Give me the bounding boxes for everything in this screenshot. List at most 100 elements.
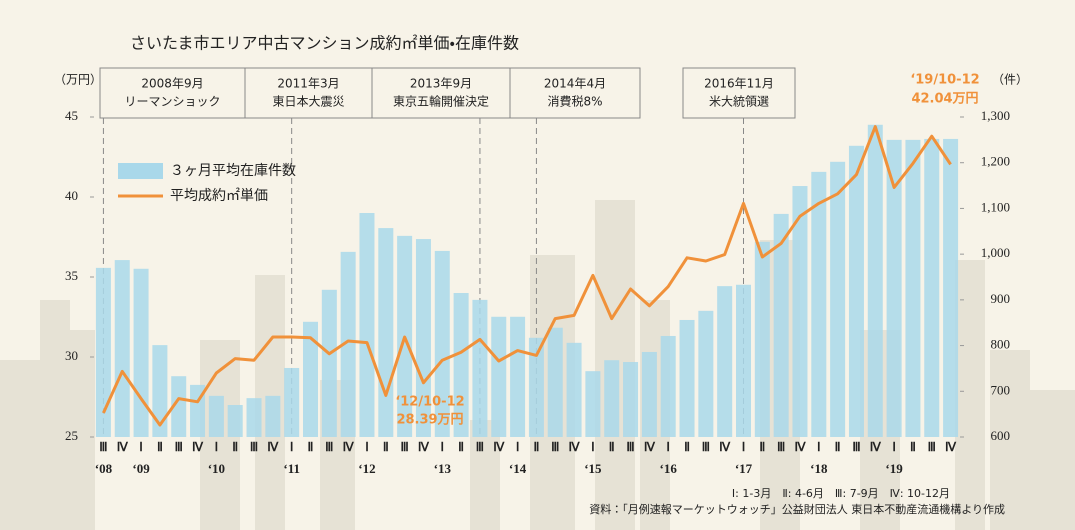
event-label: 米大統領選	[709, 95, 769, 109]
bar	[510, 316, 526, 437]
bar	[340, 251, 356, 437]
bar	[303, 321, 318, 437]
y2-tick-label: 900	[991, 291, 1011, 306]
bar	[698, 310, 714, 437]
x-tick-label: Ⅰ	[591, 440, 595, 454]
bar	[943, 138, 959, 437]
bar	[208, 395, 224, 437]
x-tick-label: Ⅳ	[644, 440, 656, 454]
event-date: 2013年9月	[410, 77, 472, 91]
y2-tick-label: 800	[991, 337, 1011, 352]
annotation: 28.39万円	[396, 413, 463, 428]
bar	[152, 345, 168, 437]
year-label: ‘11	[283, 461, 300, 476]
bar	[566, 342, 582, 437]
bar	[660, 335, 676, 437]
bar	[679, 319, 695, 437]
x-tick-label: Ⅰ	[139, 440, 143, 454]
legend-swatch	[118, 163, 163, 179]
building	[0, 360, 40, 530]
y2-tick-label: 1,300	[981, 108, 1010, 123]
x-tick-label: Ⅰ	[215, 440, 219, 454]
x-tick-label: Ⅲ	[400, 440, 408, 454]
bar	[641, 351, 657, 437]
bar	[886, 139, 902, 437]
year-label: ‘14	[509, 461, 527, 476]
bar	[284, 367, 300, 437]
year-label: ‘08	[95, 461, 113, 476]
year-label: ‘18	[810, 461, 828, 476]
bar	[830, 161, 846, 438]
x-tick-label: Ⅱ	[308, 440, 314, 454]
x-tick-label: Ⅰ	[892, 440, 896, 454]
x-tick-label: Ⅲ	[551, 440, 559, 454]
x-tick-label: Ⅱ	[157, 440, 163, 454]
x-tick-label: Ⅳ	[192, 440, 204, 454]
year-label: ‘10	[208, 461, 225, 476]
x-tick-label: Ⅰ	[365, 440, 369, 454]
chart-title: さいたま市エリア中古マンション成約㎡単価・在庫件数	[130, 34, 519, 53]
building	[40, 300, 70, 530]
x-tick-label: Ⅱ	[609, 440, 615, 454]
year-label: ‘17	[735, 461, 753, 476]
x-tick-label: Ⅰ	[817, 440, 821, 454]
building	[1030, 390, 1075, 530]
x-tick-label: Ⅰ	[666, 440, 670, 454]
bar	[547, 327, 563, 437]
x-tick-label: Ⅳ	[870, 440, 882, 454]
bar	[378, 228, 394, 437]
bar	[792, 186, 808, 437]
event-date: 2016年11月	[704, 77, 774, 91]
x-tick-label: Ⅳ	[418, 440, 430, 454]
year-label: ‘19	[885, 461, 903, 476]
x-tick-label: Ⅲ	[325, 440, 333, 454]
y2-tick-label: 600	[991, 428, 1011, 443]
bar	[717, 286, 733, 437]
x-tick-label: Ⅱ	[835, 440, 841, 454]
bar	[472, 299, 488, 437]
year-label: ‘12	[358, 461, 375, 476]
y2-tick-label: 1,000	[981, 245, 1010, 260]
y-tick-label: 35	[65, 268, 78, 283]
y2-tick-label: 1,100	[981, 199, 1010, 214]
bar	[133, 268, 149, 437]
event-date: 2011年3月	[277, 77, 339, 91]
y2-tick-label: 700	[991, 382, 1011, 397]
event-label: 東京五輪開催決定	[393, 95, 489, 109]
bar	[528, 337, 544, 437]
x-tick-label: Ⅱ	[684, 440, 690, 454]
y-tick-label: 30	[65, 348, 78, 363]
x-tick-label: Ⅲ	[852, 440, 860, 454]
x-tick-label: Ⅱ	[759, 440, 765, 454]
y-tick-label: 45	[65, 108, 78, 123]
bar	[434, 250, 450, 437]
x-tick-label: Ⅱ	[383, 440, 389, 454]
building	[470, 420, 500, 530]
bar	[453, 293, 469, 437]
bar	[359, 213, 375, 437]
footnote: Ⅰ: 1-3月 Ⅱ: 4-6月 Ⅲ: 7-9月 Ⅳ: 10-12月	[732, 487, 950, 500]
event-box	[509, 67, 641, 119]
x-tick-label: Ⅳ	[493, 440, 505, 454]
annotation: ‘12/10-12	[395, 395, 464, 410]
bar	[604, 360, 620, 437]
bar	[95, 267, 111, 437]
bar	[867, 124, 883, 438]
x-tick-label: Ⅳ	[267, 440, 279, 454]
event-label: リーマンショック	[124, 95, 220, 109]
x-tick-label: Ⅰ	[290, 440, 294, 454]
bar	[623, 362, 639, 437]
year-label: ‘09	[132, 461, 150, 476]
x-tick-label: Ⅱ	[533, 440, 539, 454]
y-tick-label: 40	[65, 188, 78, 203]
y2-axis-label: （件）	[992, 73, 1028, 87]
event-label: 消費税8%	[547, 94, 602, 109]
year-label: ‘16	[660, 461, 678, 476]
annotation: 42.04万円	[911, 92, 978, 107]
bar	[905, 139, 921, 437]
event-label: 東日本大震災	[272, 95, 344, 109]
x-tick-label: Ⅰ	[441, 440, 445, 454]
x-tick-label: Ⅳ	[343, 440, 355, 454]
footnote: 資料：「月例速報マーケットウォッチ」公益財団法人 東日本不動産流通機構より作成	[589, 502, 1005, 516]
